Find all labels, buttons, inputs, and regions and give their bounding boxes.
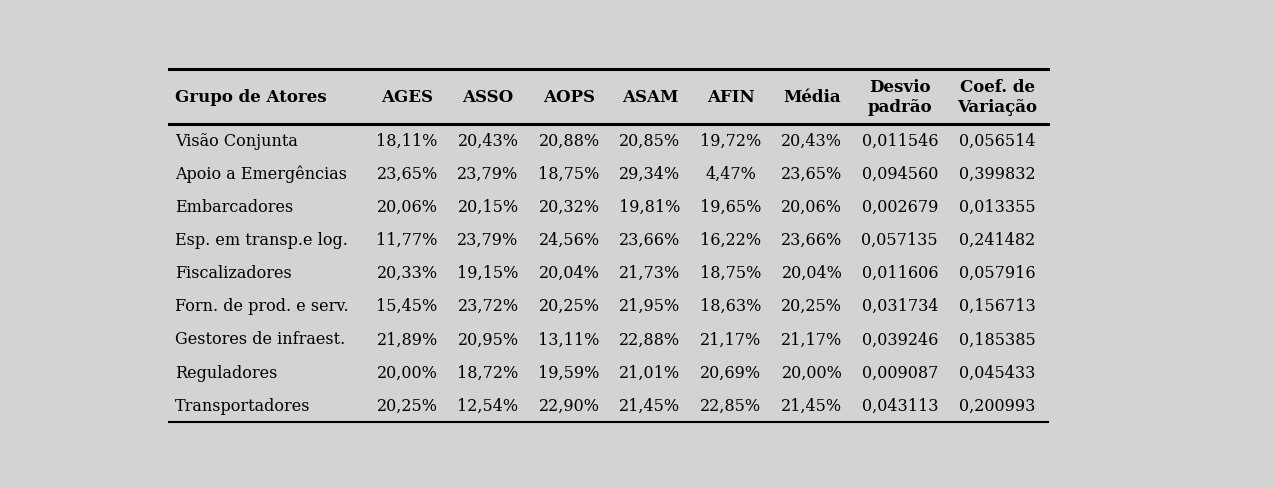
Text: Coef. de
Variação: Coef. de Variação — [958, 79, 1037, 115]
Text: 20,04%: 20,04% — [781, 264, 842, 282]
Text: 22,88%: 22,88% — [619, 331, 680, 348]
Text: 20,43%: 20,43% — [781, 132, 842, 149]
Text: 20,25%: 20,25% — [377, 397, 437, 414]
Text: Apoio a Emergências: Apoio a Emergências — [175, 165, 347, 183]
Text: 20,25%: 20,25% — [781, 298, 842, 315]
Text: Embarcadores: Embarcadores — [175, 199, 293, 216]
Text: 0,241482: 0,241482 — [959, 232, 1036, 248]
Text: 18,72%: 18,72% — [457, 364, 519, 381]
Text: 21,73%: 21,73% — [619, 264, 680, 282]
Text: 18,75%: 18,75% — [701, 264, 762, 282]
Text: 0,039246: 0,039246 — [861, 331, 938, 348]
Text: 21,01%: 21,01% — [619, 364, 680, 381]
Text: 23,65%: 23,65% — [781, 165, 842, 183]
Text: Visão Conjunta: Visão Conjunta — [175, 132, 298, 149]
Text: 23,65%: 23,65% — [376, 165, 438, 183]
Text: 0,057916: 0,057916 — [959, 264, 1036, 282]
Text: Forn. de prod. e serv.: Forn. de prod. e serv. — [175, 298, 349, 315]
Text: AGES: AGES — [381, 89, 433, 105]
Text: AFIN: AFIN — [707, 89, 754, 105]
Text: 22,85%: 22,85% — [701, 397, 762, 414]
Text: 23,66%: 23,66% — [781, 232, 842, 248]
Text: 21,45%: 21,45% — [781, 397, 842, 414]
Text: 19,65%: 19,65% — [701, 199, 762, 216]
Text: 19,15%: 19,15% — [457, 264, 519, 282]
Text: 0,200993: 0,200993 — [959, 397, 1036, 414]
Text: 19,59%: 19,59% — [539, 364, 600, 381]
Text: 23,72%: 23,72% — [457, 298, 519, 315]
Text: 13,11%: 13,11% — [539, 331, 600, 348]
Text: 20,95%: 20,95% — [457, 331, 519, 348]
Text: 0,057135: 0,057135 — [861, 232, 938, 248]
Text: Gestores de infraest.: Gestores de infraest. — [175, 331, 345, 348]
Text: 0,009087: 0,009087 — [861, 364, 938, 381]
Text: 0,156713: 0,156713 — [959, 298, 1036, 315]
Text: 21,17%: 21,17% — [701, 331, 762, 348]
Text: 18,75%: 18,75% — [539, 165, 600, 183]
Text: 23,79%: 23,79% — [457, 165, 519, 183]
Text: Fiscalizadores: Fiscalizadores — [175, 264, 292, 282]
Text: 0,399832: 0,399832 — [959, 165, 1036, 183]
Text: ASSO: ASSO — [462, 89, 513, 105]
Text: 0,056514: 0,056514 — [959, 132, 1036, 149]
Text: 20,32%: 20,32% — [539, 199, 600, 216]
Text: Esp. em transp.e log.: Esp. em transp.e log. — [175, 232, 348, 248]
Text: 11,77%: 11,77% — [376, 232, 438, 248]
Text: 22,90%: 22,90% — [539, 397, 600, 414]
Text: 20,69%: 20,69% — [701, 364, 762, 381]
Text: 19,81%: 19,81% — [619, 199, 680, 216]
Text: 24,56%: 24,56% — [539, 232, 600, 248]
Text: 20,04%: 20,04% — [539, 264, 600, 282]
Text: 20,88%: 20,88% — [539, 132, 600, 149]
Text: 23,79%: 23,79% — [457, 232, 519, 248]
Text: 20,00%: 20,00% — [781, 364, 842, 381]
Text: 12,54%: 12,54% — [457, 397, 519, 414]
Text: 0,011546: 0,011546 — [861, 132, 938, 149]
Text: 0,043113: 0,043113 — [861, 397, 938, 414]
Text: 18,11%: 18,11% — [376, 132, 438, 149]
Text: 20,06%: 20,06% — [377, 199, 437, 216]
Text: 21,89%: 21,89% — [376, 331, 438, 348]
Text: ASAM: ASAM — [622, 89, 678, 105]
Text: 20,85%: 20,85% — [619, 132, 680, 149]
Text: 20,00%: 20,00% — [377, 364, 437, 381]
Text: 29,34%: 29,34% — [619, 165, 680, 183]
Text: 19,72%: 19,72% — [701, 132, 762, 149]
Text: 15,45%: 15,45% — [376, 298, 438, 315]
Text: Grupo de Atores: Grupo de Atores — [175, 89, 326, 105]
Text: 20,33%: 20,33% — [377, 264, 438, 282]
Text: Reguladores: Reguladores — [175, 364, 278, 381]
Text: 20,15%: 20,15% — [457, 199, 519, 216]
Text: 0,002679: 0,002679 — [861, 199, 938, 216]
Text: 20,25%: 20,25% — [539, 298, 600, 315]
Text: 20,06%: 20,06% — [781, 199, 842, 216]
Text: 18,63%: 18,63% — [701, 298, 762, 315]
Text: 16,22%: 16,22% — [701, 232, 762, 248]
Text: 21,45%: 21,45% — [619, 397, 680, 414]
Text: 0,094560: 0,094560 — [861, 165, 938, 183]
Text: Média: Média — [784, 89, 841, 105]
Text: 4,47%: 4,47% — [706, 165, 757, 183]
Text: 0,013355: 0,013355 — [959, 199, 1036, 216]
Text: Desvio
padrão: Desvio padrão — [868, 79, 933, 115]
Text: 23,66%: 23,66% — [619, 232, 680, 248]
Text: 0,011606: 0,011606 — [861, 264, 938, 282]
Text: 0,031734: 0,031734 — [861, 298, 938, 315]
Text: 0,185385: 0,185385 — [959, 331, 1036, 348]
Text: 0,045433: 0,045433 — [959, 364, 1036, 381]
Text: 20,43%: 20,43% — [457, 132, 519, 149]
Text: Transportadores: Transportadores — [175, 397, 311, 414]
Text: 21,17%: 21,17% — [781, 331, 842, 348]
Text: AOPS: AOPS — [543, 89, 595, 105]
Text: 21,95%: 21,95% — [619, 298, 680, 315]
